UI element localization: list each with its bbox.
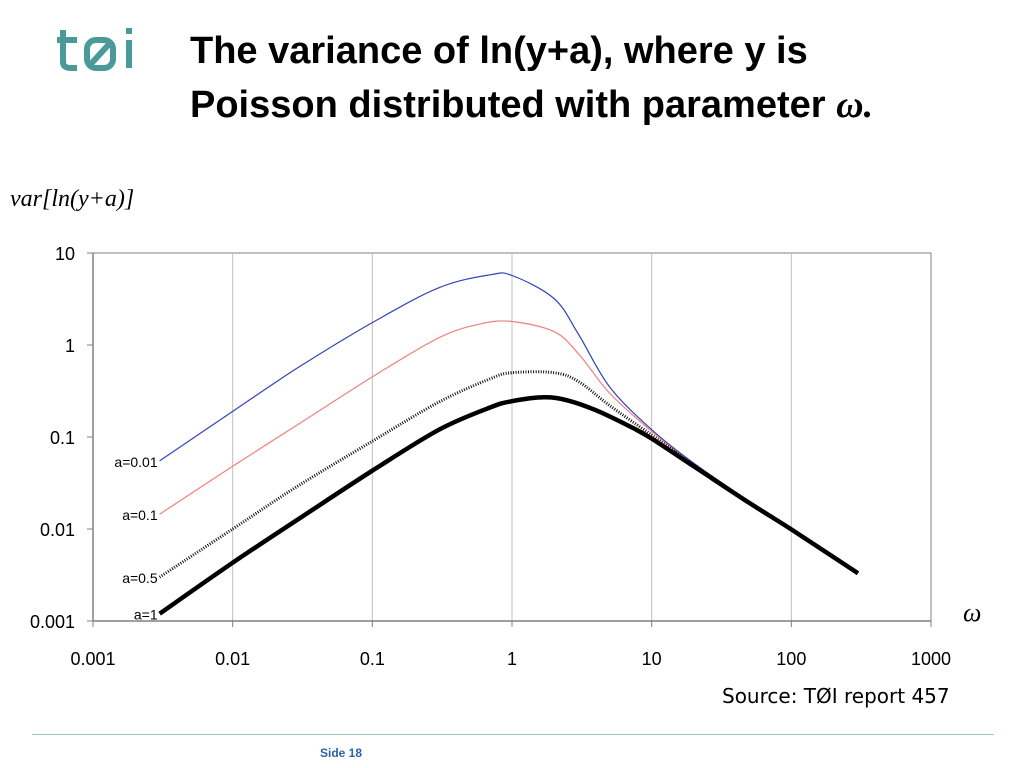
series-label: a=1 bbox=[134, 607, 158, 623]
x-tick-label: 100 bbox=[776, 649, 806, 669]
x-tick-label: 0.1 bbox=[360, 649, 385, 669]
x-tick-label: 0.001 bbox=[70, 649, 115, 669]
series-line-a-0-5 bbox=[158, 370, 859, 579]
y-tick-label: 0.1 bbox=[50, 428, 75, 448]
series-lines bbox=[158, 272, 860, 616]
page-title: The variance of ln(y+a), where y is Pois… bbox=[190, 24, 1020, 132]
x-axis-title: ω bbox=[963, 598, 982, 627]
source-note: Source: TØI report 457 bbox=[722, 684, 950, 708]
toi-logo-mark bbox=[57, 28, 132, 71]
page-number: Side 18 bbox=[320, 746, 363, 760]
x-tick-label: 0.01 bbox=[215, 649, 250, 669]
series-label: a=0.5 bbox=[122, 570, 158, 586]
x-tick-labels: 0.001 0.01 0.1 1 10 100 1000 bbox=[70, 649, 951, 669]
footer-divider bbox=[32, 734, 994, 735]
toi-logo bbox=[55, 26, 145, 72]
y-tick-labels: 10 1 0.1 0.01 0.001 bbox=[30, 244, 75, 632]
series-line-a-1 bbox=[158, 395, 860, 616]
x-tick-label: 10 bbox=[642, 649, 662, 669]
x-tick-label: 1 bbox=[507, 649, 517, 669]
y-tick-label: 1 bbox=[65, 336, 75, 356]
series-label: a=0.1 bbox=[122, 507, 158, 523]
title-line-2-text: Poisson distributed with parameter bbox=[190, 84, 826, 126]
x-tick-label: 1000 bbox=[911, 649, 951, 669]
title-line-1: The variance of ln(y+a), where y is bbox=[190, 30, 808, 72]
y-tick-label: 0.01 bbox=[40, 520, 75, 540]
y-axis-title: var[ln(y+a)] bbox=[10, 186, 135, 212]
y-tick-label: 10 bbox=[55, 244, 75, 264]
axes bbox=[87, 252, 932, 627]
series-labels: a=0.01 a=0.1 a=0.5 a=1 bbox=[114, 454, 157, 623]
title-line-2: Poisson distributed with parameter ω. bbox=[190, 78, 1020, 132]
series-label: a=0.01 bbox=[114, 454, 157, 470]
title-omega-symbol: ω. bbox=[836, 84, 874, 126]
y-tick-label: 0.001 bbox=[30, 612, 75, 632]
